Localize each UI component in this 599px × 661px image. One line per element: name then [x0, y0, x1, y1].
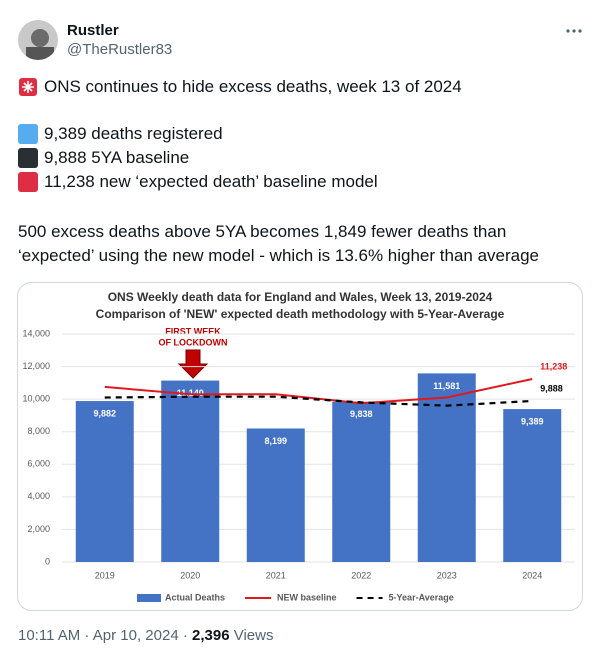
annotation: FIRST WEEK [165, 326, 221, 336]
annotation: OF LOCKDOWN [159, 337, 228, 347]
value-label: 9,389 [521, 416, 544, 426]
y-tick-label: 0 [45, 556, 50, 566]
bar [75, 401, 134, 562]
x-tick-label: 2023 [437, 570, 457, 580]
value-label: 11,238 [540, 361, 567, 371]
siren-icon [19, 78, 37, 96]
chart[interactable]: ONS Weekly death data for England and Wa… [17, 282, 583, 611]
value-label: 9,882 [93, 408, 116, 418]
bar [417, 373, 476, 562]
value-label: 11,581 [433, 381, 460, 391]
y-tick-label: 10,000 [22, 394, 50, 404]
bar [161, 380, 220, 562]
legend-label: Actual Deaths [165, 592, 225, 602]
y-tick-label: 8,000 [27, 426, 50, 436]
timestamp[interactable]: 10:11 AM · Apr 10, 2024 · [18, 627, 188, 644]
annotation-arrow [177, 349, 209, 379]
bar [246, 428, 305, 562]
views-label: Views [233, 627, 274, 644]
tweet-paragraph: 500 excess deaths above 5YA becomes 1,84… [18, 222, 540, 265]
tweet-item: 9,888 5YA baseline [44, 148, 190, 167]
value-label: 9,888 [540, 383, 563, 393]
x-tick-label: 2022 [351, 570, 371, 580]
view-count: 2,396 [192, 627, 230, 644]
tweet-text: ONS continues to hide excess deaths, wee… [44, 77, 462, 96]
legend-label: NEW baseline [277, 592, 337, 602]
x-tick-label: 2020 [180, 570, 200, 580]
black-square [18, 148, 38, 168]
chart-title: ONS Weekly death data for England and Wa… [108, 290, 493, 304]
tweet-footer: 10:11 AM · Apr 10, 2024 · 2,396 Views [18, 627, 273, 644]
y-tick-label: 2,000 [27, 524, 50, 534]
value-label: 8,199 [264, 436, 287, 446]
red-square [18, 172, 38, 192]
legend-swatch [137, 594, 161, 602]
bar [332, 401, 391, 562]
bar [503, 409, 562, 562]
line-series [104, 395, 533, 407]
x-tick-label: 2021 [266, 570, 286, 580]
y-tick-label: 4,000 [27, 491, 50, 501]
legend-label: 5-Year-Average [389, 592, 454, 602]
value-label: 11,140 [177, 388, 204, 398]
x-tick-label: 2024 [522, 570, 542, 580]
user-handle[interactable]: @TheRustler83 [67, 41, 173, 58]
tweet-item: 9,389 deaths registered [44, 124, 223, 143]
x-tick-label: 2019 [95, 570, 115, 580]
blue-square [18, 124, 38, 144]
value-label: 9,838 [350, 409, 373, 419]
more-menu[interactable] [566, 29, 582, 33]
avatar[interactable] [18, 20, 58, 61]
user-name[interactable]: Rustler [67, 22, 119, 39]
chart-subtitle: Comparison of 'NEW' expected death metho… [96, 307, 505, 321]
tweet-item: 11,238 new ‘expected death’ baseline mod… [44, 172, 378, 191]
y-tick-label: 6,000 [27, 459, 50, 469]
y-tick-label: 12,000 [22, 361, 50, 371]
y-tick-label: 14,000 [22, 328, 50, 338]
